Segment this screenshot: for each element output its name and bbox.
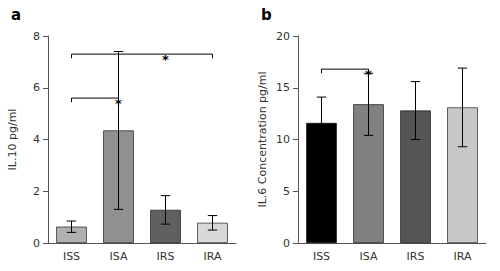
svg-text:IL.6 Concentration pg/ml: IL.6 Concentration pg/ml <box>256 71 269 207</box>
svg-text:IRA: IRA <box>454 250 472 263</box>
svg-text:4: 4 <box>33 133 40 146</box>
svg-text:*: * <box>162 52 169 67</box>
svg-text:15: 15 <box>276 81 290 94</box>
svg-text:6: 6 <box>33 81 40 94</box>
svg-text:IRS: IRS <box>157 250 175 263</box>
svg-text:ISS: ISS <box>63 250 80 263</box>
svg-text:ISA: ISA <box>360 250 378 263</box>
svg-text:IL.10 pg/ml: IL.10 pg/ml <box>6 109 19 171</box>
svg-text:ISA: ISA <box>110 250 128 263</box>
svg-text:20: 20 <box>276 30 290 43</box>
svg-text:0: 0 <box>33 237 40 250</box>
svg-text:ISS: ISS <box>313 250 330 263</box>
svg-text:b: b <box>261 6 272 24</box>
svg-text:IRA: IRA <box>204 250 222 263</box>
svg-text:*: * <box>115 96 122 111</box>
svg-text:2: 2 <box>33 185 40 198</box>
svg-text:IRS: IRS <box>407 250 425 263</box>
svg-text:a: a <box>11 6 21 24</box>
svg-text:0: 0 <box>283 237 290 250</box>
svg-text:10: 10 <box>276 133 290 146</box>
svg-text:5: 5 <box>283 185 290 198</box>
svg-text:8: 8 <box>33 30 40 43</box>
svg-text:*: * <box>365 67 372 82</box>
